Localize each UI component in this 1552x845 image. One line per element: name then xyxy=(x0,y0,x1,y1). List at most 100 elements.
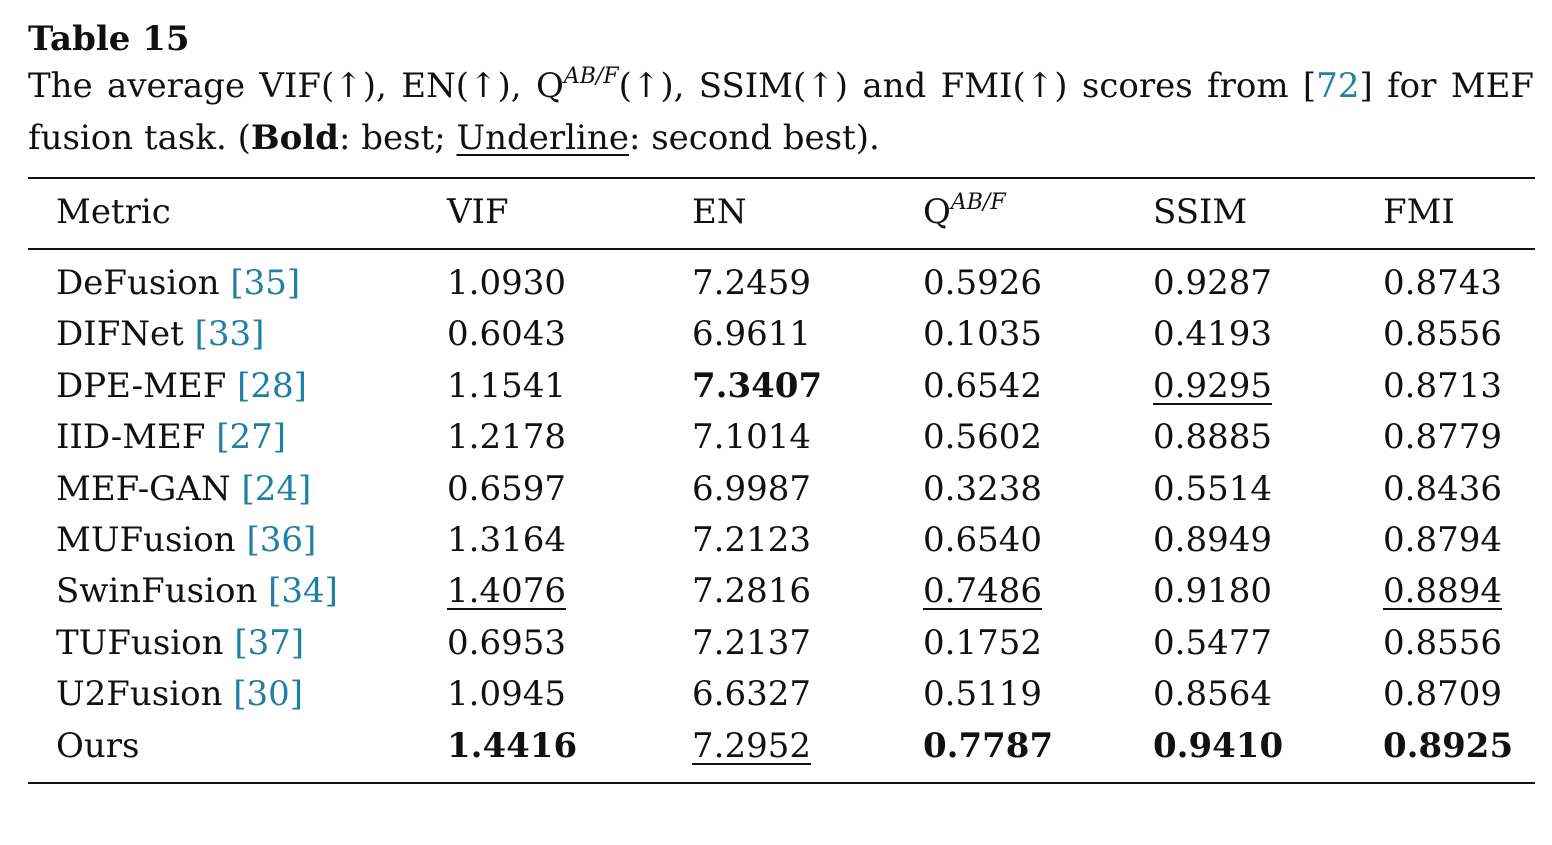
en-cell: 7.2952 xyxy=(692,725,811,766)
table-top-rule xyxy=(28,177,1535,179)
table-caption: Table 15 The average VIF(↑), EN(↑), QAB/… xyxy=(28,18,1534,164)
fmi-cell: 0.8894 xyxy=(1383,571,1502,612)
method-name: DIFNet xyxy=(56,314,184,355)
fmi-cell: 0.8713 xyxy=(1383,365,1502,406)
q-cell: 0.5119 xyxy=(923,674,1042,715)
method-name-cell: SwinFusion [34] xyxy=(56,566,338,617)
caption-text: The average VIF(↑), EN(↑), QAB/F(↑), SSI… xyxy=(28,60,1534,164)
header-en: EN xyxy=(692,192,747,232)
q-cell: 0.1035 xyxy=(923,314,1042,355)
vif-cell: 0.6597 xyxy=(447,468,566,509)
method-name-cell: U2Fusion [30] xyxy=(56,669,303,720)
citation-link[interactable]: 72 xyxy=(1316,66,1360,106)
method-name: MEF-GAN xyxy=(56,468,231,509)
table-header-rule xyxy=(28,248,1535,250)
method-name-cell: DeFusion [35] xyxy=(56,258,300,309)
method-name-cell: TUFusion [37] xyxy=(56,618,304,669)
fmi-cell: 0.8556 xyxy=(1383,622,1502,663)
citation-link[interactable]: [24] xyxy=(241,468,312,509)
method-name-cell: DIFNet [33] xyxy=(56,309,264,360)
en-cell: 7.2816 xyxy=(692,571,811,612)
citation-link[interactable]: [37] xyxy=(234,622,305,663)
vif-cell: 0.6953 xyxy=(447,622,566,663)
method-name: IID-MEF xyxy=(56,417,206,458)
header-metric: Metric xyxy=(56,192,171,232)
method-name-cell: IID-MEF [27] xyxy=(56,412,286,463)
header-q-sup: AB/F xyxy=(950,189,1006,215)
citation-link[interactable]: [34] xyxy=(268,571,338,612)
caption-text-part: : best; xyxy=(338,118,457,158)
caption-text-part: The average VIF(↑), EN(↑), Q xyxy=(28,66,564,106)
vif-cell: 1.0930 xyxy=(447,263,566,303)
en-cell: 6.9987 xyxy=(692,468,811,509)
fmi-cell: 0.8709 xyxy=(1383,674,1502,715)
fmi-cell: 0.8794 xyxy=(1383,520,1502,560)
fmi-cell: 0.8436 xyxy=(1383,468,1502,509)
en-cell: 7.2123 xyxy=(692,520,811,560)
fmi-cell: 0.8779 xyxy=(1383,417,1502,458)
vif-cell: 1.3164 xyxy=(447,520,566,560)
table-row: DIFNet [33] 0.6043 6.9611 0.1035 0.4193 0.855… xyxy=(0,309,1552,360)
table-row: MEF-GAN [24] 0.6597 6.9987 0.3238 0.5514 0.84… xyxy=(0,464,1552,515)
citation-link[interactable]: [28] xyxy=(237,365,307,406)
table-row: DPE-MEF [28] 1.1541 7.3407 0.6542 0.9295 0.87… xyxy=(0,361,1552,412)
q-cell: 0.1752 xyxy=(923,622,1042,663)
q-cell: 0.7486 xyxy=(923,571,1042,612)
fmi-cell: 0.8743 xyxy=(1383,263,1502,303)
vif-cell: 1.2178 xyxy=(447,417,566,458)
header-fmi: FMI xyxy=(1383,192,1455,232)
fmi-cell: 0.8925 xyxy=(1383,725,1514,766)
method-name: SwinFusion xyxy=(56,571,258,612)
citation-link[interactable]: [35] xyxy=(230,263,301,303)
table-row: SwinFusion [34] 1.4076 7.2816 0.7486 0.9180 0… xyxy=(0,566,1552,617)
q-cell: 0.7787 xyxy=(923,725,1054,766)
table-bottom-rule xyxy=(28,782,1535,784)
vif-cell: 1.0945 xyxy=(447,674,566,715)
ssim-cell: 0.5514 xyxy=(1153,468,1272,509)
header-q-base: Q xyxy=(923,192,951,232)
table-row: DeFusion [35] 1.0930 7.2459 0.5926 0.9287 0.8… xyxy=(0,258,1552,309)
en-cell: 7.3407 xyxy=(692,365,823,406)
table-label: Table 15 xyxy=(28,19,190,59)
citation-link[interactable]: [27] xyxy=(216,417,287,458)
method-name: DeFusion xyxy=(56,263,220,303)
en-cell: 6.9611 xyxy=(692,314,811,355)
fmi-cell: 0.8556 xyxy=(1383,314,1502,355)
caption-text-part: : second best). xyxy=(628,118,880,158)
table-row: MUFusion [36] 1.3164 7.2123 0.6540 0.8949 0.8… xyxy=(0,515,1552,566)
header-ssim: SSIM xyxy=(1153,192,1248,232)
vif-cell: 1.4416 xyxy=(447,725,578,766)
table-header-row: Metric VIF EN QAB/F SSIM FMI xyxy=(0,187,1552,238)
caption-text-part: (↑), SSIM(↑) and FMI(↑) scores from [ xyxy=(618,66,1317,106)
q-cell: 0.5602 xyxy=(923,417,1042,458)
q-cell: 0.6540 xyxy=(923,520,1042,560)
method-name: TUFusion xyxy=(56,622,224,663)
method-name: MUFusion xyxy=(56,520,236,560)
ssim-cell: 0.5477 xyxy=(1153,622,1272,663)
vif-cell: 1.4076 xyxy=(447,571,566,612)
caption-text-part: fusion task. ( xyxy=(28,118,251,158)
method-name: U2Fusion xyxy=(56,674,223,715)
citation-link[interactable]: [36] xyxy=(246,520,317,560)
q-cell: 0.3238 xyxy=(923,468,1042,509)
en-cell: 7.2137 xyxy=(692,622,811,663)
table-row: TUFusion [37] 0.6953 7.2137 0.1752 0.5477 0.8… xyxy=(0,618,1552,669)
ssim-cell: 0.8885 xyxy=(1153,417,1272,458)
table-row: U2Fusion [30] 1.0945 6.6327 0.5119 0.8564 0.8… xyxy=(0,669,1552,720)
vif-cell: 1.1541 xyxy=(447,365,566,406)
citation-link[interactable]: [33] xyxy=(194,314,265,355)
header-vif: VIF xyxy=(447,192,509,232)
table-row: Ours 1.4416 7.2952 0.7787 0.9410 0.8925 xyxy=(0,721,1552,772)
en-cell: 7.2459 xyxy=(692,263,811,303)
method-name: Ours xyxy=(56,725,140,766)
ssim-cell: 0.9410 xyxy=(1153,725,1284,766)
en-cell: 6.6327 xyxy=(692,674,811,715)
caption-bold-word: Bold xyxy=(250,118,339,158)
ssim-cell: 0.8949 xyxy=(1153,520,1272,560)
header-qabf: QAB/F xyxy=(923,187,1006,238)
caption-text-part: ] for MEF xyxy=(1359,66,1534,106)
q-cell: 0.5926 xyxy=(923,263,1042,303)
ssim-cell: 0.8564 xyxy=(1153,674,1272,715)
citation-link[interactable]: [30] xyxy=(233,674,304,715)
ssim-cell: 0.9295 xyxy=(1153,365,1272,406)
